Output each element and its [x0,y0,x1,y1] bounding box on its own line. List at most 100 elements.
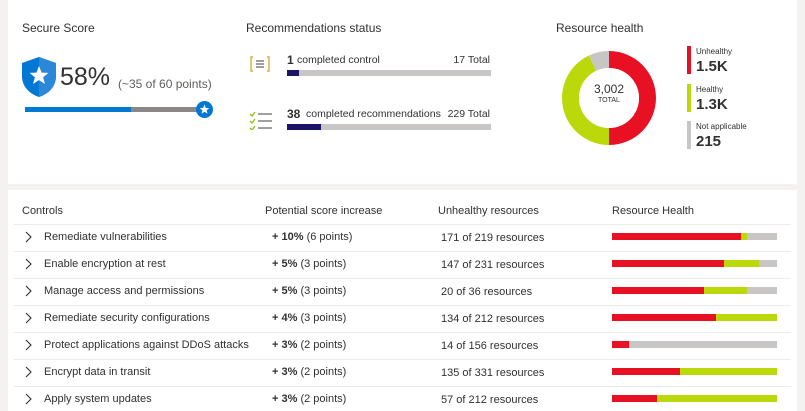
completed-recommendations-label: completed recommendations [306,108,441,120]
resource-health-bar [612,314,777,321]
score-increase-percent: + 10% [272,231,304,243]
recommendations-checklist-icon [249,111,272,130]
resource-health-bar [612,368,777,375]
unhealthy-resources: 171 of 219 resources [441,232,545,244]
recommendations-progress-bar [287,124,491,130]
unhealthy-resources: 57 of 212 resources [441,394,539,406]
health-segment-healthy [704,287,748,294]
legend-unhealthy-value: 1.5K [696,58,728,75]
score-increase-points: (2 points) [300,366,347,378]
secure-score-points: (~35 of 60 points) [118,77,212,91]
score-increase: + 3% (2 points) [272,393,346,405]
health-segment-healthy [724,260,759,267]
health-segment-unhealthy [612,233,741,240]
table-row[interactable]: Remediate security configurations + 4% (3… [14,305,791,332]
shield-star-icon [22,57,56,97]
score-increase: + 5% (3 points) [272,258,346,270]
table-row[interactable]: Encrypt data in transit + 3% (2 points) 13… [14,359,791,386]
chevron-right-icon[interactable] [23,312,33,324]
health-segment-not-applicable [630,341,777,348]
health-segment-healthy [628,341,631,348]
secure-score-percent: 58% [60,63,111,91]
legend-unhealthy-label: Unhealthy [696,47,733,56]
control-name: Apply system updates [44,393,152,405]
unhealthy-resources: 20 of 36 resources [441,286,533,298]
health-segment-healthy [715,314,777,321]
controls-progress-bar [287,70,491,76]
completed-controls-label: completed control [297,54,380,66]
secure-score-bar [25,107,208,112]
chevron-right-icon[interactable] [23,285,33,297]
score-increase: + 3% (2 points) [272,366,346,378]
health-segment-not-applicable [747,233,777,240]
legend-healthy[interactable]: Healthy 1.3K [687,84,777,116]
column-header-controls[interactable]: Controls [22,205,63,217]
table-row[interactable]: Enable encryption at rest + 5% (3 points)… [14,251,791,278]
score-increase-points: (3 points) [300,312,347,324]
health-segment-unhealthy [612,341,629,348]
score-increase-percent: + 5% [272,285,298,297]
control-name: Manage access and permissions [44,285,205,297]
resource-health-donut-chart[interactable] [561,50,657,146]
donut-segment-unhealthy[interactable] [609,51,656,145]
score-increase-points: (6 points) [306,231,353,243]
resource-total-label: TOTAL [598,97,620,104]
resource-health-bar [612,341,777,348]
chevron-right-icon[interactable] [23,339,33,351]
unhealthy-resources: 147 of 231 resources [441,259,545,271]
health-segment-healthy [740,233,748,240]
controls-progress-fill [287,70,299,76]
controls-total: 17 Total [453,54,490,66]
column-header-score-increase[interactable]: Potential score increase [265,205,383,217]
chevron-right-icon[interactable] [23,366,33,378]
recommendations-progress-fill [287,124,321,130]
legend-not-applicable-label: Not applicable [696,122,747,131]
donut-segment-not-applicable[interactable] [588,51,609,71]
score-increase-percent: + 3% [272,393,298,405]
resource-health-bar [612,233,777,240]
control-name: Encrypt data in transit [44,366,151,378]
recommendations-total: 229 Total [447,108,490,120]
resource-health-bar [612,260,777,267]
health-segment-unhealthy [612,260,725,267]
score-increase-points: (2 points) [300,339,347,351]
chevron-right-icon[interactable] [23,258,33,270]
score-increase-percent: + 5% [272,258,298,270]
score-increase-points: (3 points) [300,285,347,297]
legend-healthy-value: 1.3K [696,96,728,113]
donut-segment-healthy[interactable] [562,55,609,145]
table-row[interactable]: Remediate vulnerabilities + 10% (6 points… [14,224,791,251]
table-row[interactable]: Apply system updates + 3% (2 points) 57 of… [14,386,791,411]
legend-not-applicable[interactable]: Not applicable 215 [687,121,777,153]
health-segment-healthy [679,368,777,375]
score-increase-percent: + 3% [272,366,298,378]
health-segment-not-applicable [758,260,777,267]
chevron-right-icon[interactable] [23,231,33,243]
score-increase: + 10% (6 points) [272,231,352,243]
health-segment-healthy [656,395,777,402]
chevron-right-icon[interactable] [23,393,33,405]
table-row[interactable]: Manage access and permissions + 5% (3 poi… [14,278,791,305]
score-increase-points: (2 points) [300,393,347,405]
secure-score-bar-fill [25,107,132,112]
table-row[interactable]: Protect applications against DDoS attack… [14,332,791,359]
unhealthy-resources: 135 of 331 resources [441,367,545,379]
not-applicable-swatch [687,121,691,149]
resource-health-title: Resource health [556,21,644,35]
score-increase: + 4% (3 points) [272,312,346,324]
health-segment-not-applicable [747,287,777,294]
controls-table: Controls Potential score increase Unheal… [8,190,797,411]
control-name: Enable encryption at rest [44,258,166,270]
legend-unhealthy[interactable]: Unhealthy 1.5K [687,46,777,78]
resource-health-bar [612,287,777,294]
resource-total-value: 3,002 [593,82,625,96]
score-increase: + 3% (2 points) [272,339,346,351]
column-header-resource-health[interactable]: Resource Health [612,205,694,217]
score-increase-percent: + 4% [272,312,298,324]
column-header-unhealthy-resources[interactable]: Unhealthy resources [438,205,539,217]
health-segment-unhealthy [612,287,705,294]
unhealthy-swatch [687,46,691,74]
unhealthy-resources: 14 of 156 resources [441,340,539,352]
legend-healthy-label: Healthy [696,85,724,94]
controls-list-icon [250,56,270,72]
